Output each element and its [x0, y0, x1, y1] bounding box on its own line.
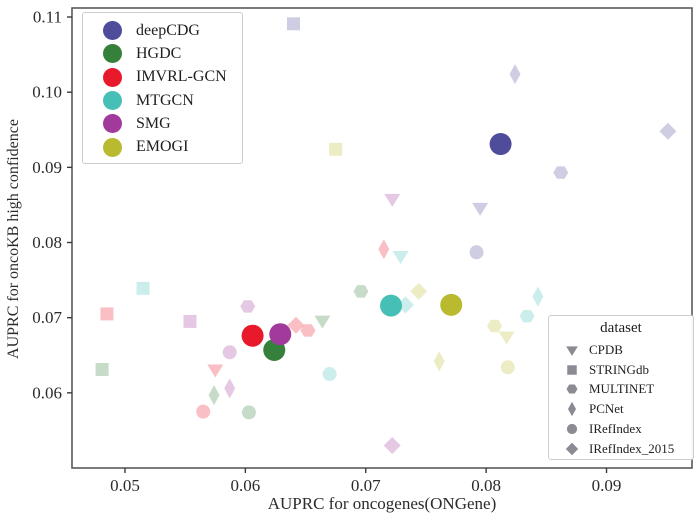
wide-diamond-icon: [565, 442, 579, 456]
legend-item-EMOGI: EMOGI: [93, 135, 232, 158]
y-tick-label: 0.08: [32, 233, 62, 252]
legend-item-label: CPDB: [589, 341, 623, 357]
legend-item-CPDB: CPDB: [557, 340, 685, 360]
y-tick-label: 0.11: [33, 8, 62, 27]
point-MTGCN-PCNet: [532, 286, 544, 307]
legend-item-IRefIndex_2015: IRefIndex_2015: [557, 439, 685, 459]
legend-item-label: STRINGdb: [589, 361, 649, 377]
point-EMOGI-IRefIndex_2015: [410, 282, 428, 300]
square-icon: [567, 364, 577, 375]
hexagon-icon: [566, 384, 578, 395]
legend-swatch-circle-icon: [103, 21, 122, 41]
legend-item-label: PCNet: [589, 401, 624, 417]
point-EMOGI-CPDB: [498, 331, 515, 345]
x-tick-label: 0.05: [110, 476, 140, 495]
legend-item-SMG: SMG: [93, 112, 232, 135]
circle-icon: [566, 423, 578, 435]
point-IMVRL-GCN-MULTINET: [300, 324, 316, 337]
point-EMOGI-MULTINET: [487, 319, 503, 333]
point-IMVRL-GCN-CPDB: [207, 364, 224, 378]
legend-swatch-circle-icon: [103, 67, 122, 87]
mean-point-IMVRL-GCN: [241, 324, 264, 347]
legend-item-IRefIndex: IRefIndex: [557, 419, 685, 439]
x-tick-label: 0.08: [471, 476, 501, 495]
triangle-down-icon: [566, 346, 578, 356]
point-deepCDG-IRefIndex: [469, 245, 484, 260]
point-HGDC-STRINGdb: [95, 363, 109, 377]
mean-point-EMOGI: [440, 293, 463, 316]
legend-item-label: EMOGI: [136, 138, 189, 156]
x-tick-label: 0.09: [592, 476, 622, 495]
point-deepCDG-PCNet: [509, 64, 521, 85]
legend-swatch-circle-icon: [103, 137, 122, 157]
point-IMVRL-GCN-PCNet: [378, 239, 390, 260]
point-SMG-IRefIndex_2015: [383, 436, 401, 454]
point-SMG-STRINGdb: [183, 314, 197, 328]
legend-swatch-circle-icon: [103, 114, 122, 134]
mean-point-MTGCN: [380, 294, 403, 317]
y-axis-label: AUPRC for oncoKB high confidence: [5, 119, 22, 359]
legend-item-label: HGDC: [136, 44, 182, 62]
point-HGDC-MULTINET: [353, 285, 369, 298]
point-deepCDG-STRINGdb: [287, 17, 301, 31]
point-MTGCN-MULTINET: [519, 309, 535, 323]
point-EMOGI-PCNet: [433, 351, 445, 372]
legend-item-label: deepCDG: [136, 21, 200, 39]
point-SMG-IRefIndex: [222, 345, 237, 360]
y-tick-label: 0.06: [32, 383, 62, 402]
y-tick-label: 0.07: [32, 308, 62, 327]
legend-item-label: IMVRL-GCN: [136, 68, 227, 86]
point-deepCDG-CPDB: [472, 202, 489, 216]
legend-item-STRINGdb: STRINGdb: [557, 360, 685, 380]
point-deepCDG-MULTINET: [553, 166, 569, 179]
x-tick-label: 0.06: [230, 476, 260, 495]
legend-item-label: IRefIndex: [589, 421, 642, 437]
mean-point-deepCDG: [489, 133, 512, 156]
point-HGDC-IRefIndex: [241, 405, 256, 420]
plot-border: [71, 7, 693, 469]
point-SMG-MULTINET: [240, 300, 256, 313]
point-MTGCN-IRefIndex: [322, 367, 337, 382]
legend-item-label: MTGCN: [136, 91, 194, 109]
legend-item-MULTINET: MULTINET: [557, 380, 685, 400]
legend-item-HGDC: HGDC: [93, 42, 232, 65]
y-tick-label: 0.10: [32, 83, 62, 102]
x-axis-label: AUPRC for oncogenes(ONGene): [267, 494, 497, 513]
point-IMVRL-GCN-IRefIndex_2015: [287, 316, 305, 334]
legend-item-deepCDG: deepCDG: [93, 19, 232, 42]
legend-item-PCNet: PCNet: [557, 399, 685, 419]
legend-item-MTGCN: MTGCN: [93, 89, 232, 112]
point-IMVRL-GCN-IRefIndex: [196, 404, 211, 419]
x-tick-label: 0.07: [351, 476, 381, 495]
legend-swatch-circle-icon: [103, 91, 122, 111]
legend-item-label: IRefIndex_2015: [589, 440, 675, 456]
thin-diamond-icon: [567, 401, 577, 417]
mean-point-SMG: [269, 323, 292, 346]
point-SMG-PCNet: [224, 378, 236, 399]
point-MTGCN-STRINGdb: [136, 281, 150, 295]
point-deepCDG-IRefIndex_2015: [659, 122, 677, 140]
point-HGDC-PCNet: [208, 385, 220, 406]
point-MTGCN-CPDB: [392, 251, 409, 265]
legend-item-IMVRL-GCN: IMVRL-GCN: [93, 66, 232, 89]
point-HGDC-CPDB: [314, 315, 331, 329]
point-EMOGI-IRefIndex: [500, 360, 515, 375]
dataset-legend-title: dataset: [600, 320, 642, 336]
point-EMOGI-STRINGdb: [329, 142, 343, 156]
legend-datasets: dataset CPDB STRINGdb MULTINET PCNet IRefInde…: [548, 315, 694, 460]
point-IMVRL-GCN-STRINGdb: [100, 307, 114, 321]
legend-swatch-circle-icon: [103, 44, 122, 64]
legend-item-label: MULTINET: [589, 381, 655, 397]
y-tick-label: 0.09: [32, 158, 62, 177]
legend-item-label: SMG: [136, 114, 171, 132]
point-SMG-CPDB: [384, 193, 401, 207]
legend-models: deepCDG HGDC IMVRL-GCN MTGCN SMG EMOGI: [82, 12, 243, 164]
